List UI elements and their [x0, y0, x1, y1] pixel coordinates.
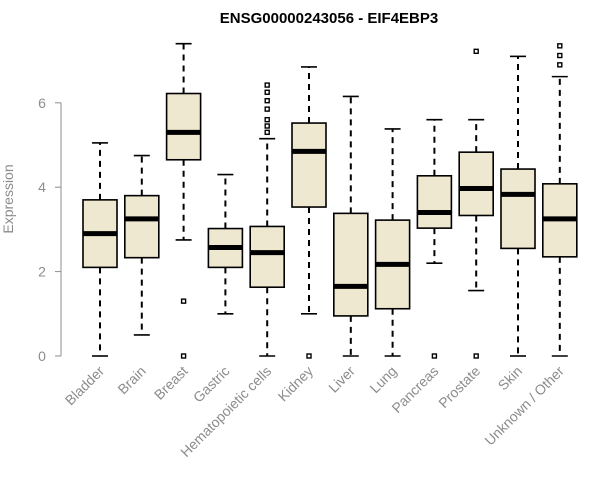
outlier-point: [180, 353, 187, 359]
outlier-point: [264, 106, 270, 112]
y-tick-label: 4: [38, 179, 46, 195]
x-tick-label: Kidney: [275, 363, 317, 405]
y-axis: 0 2 4 6: [38, 95, 62, 364]
outlier-point: [557, 52, 563, 59]
outlier-point: [264, 123, 270, 129]
box-lung: [374, 128, 411, 357]
iqr-box: [416, 175, 453, 229]
x-tick-label: Unknown / Other: [481, 363, 567, 449]
iqr-box: [458, 151, 495, 217]
outlier-point: [180, 298, 187, 304]
box-bladder: [82, 142, 118, 357]
x-tick-label: Bladder: [62, 363, 108, 409]
iqr-box: [332, 212, 369, 317]
box-liver: [332, 95, 369, 357]
box-hematopoietic-cells: [249, 82, 285, 357]
y-tick-label: 0: [38, 348, 46, 364]
box-kidney: [291, 66, 327, 359]
boxes-group: [82, 42, 578, 359]
x-tick-label: Brain: [114, 363, 148, 397]
outlier-point: [473, 353, 479, 359]
outlier-point: [264, 82, 270, 88]
x-tick-label: Prostate: [435, 363, 483, 411]
x-tick-label: Liver: [325, 363, 358, 396]
box-unknown-other: [541, 43, 578, 357]
box-pancreas: [416, 118, 453, 359]
chart-title: ENSG00000243056 - EIF4EBP3: [220, 10, 438, 27]
y-tick-label: 6: [38, 95, 46, 111]
outlier-point: [264, 116, 270, 123]
box-brain: [124, 154, 160, 336]
box-prostate: [458, 48, 495, 359]
y-tick-label: 2: [38, 264, 46, 280]
outlier-point: [431, 353, 438, 359]
x-tick-label: Lung: [366, 363, 399, 396]
iqr-box: [249, 225, 285, 289]
outlier-point: [473, 48, 479, 55]
iqr-box: [165, 92, 202, 161]
x-tick-label: Breast: [151, 363, 191, 403]
x-tick-label: Skin: [495, 363, 526, 394]
iqr-box: [500, 168, 536, 250]
box-breast: [165, 42, 202, 359]
box-skin: [500, 55, 536, 357]
box-gastric: [207, 173, 244, 315]
iqr-box: [291, 122, 327, 208]
outlier-point: [306, 353, 312, 359]
y-axis-label: Expression: [0, 164, 16, 233]
iqr-box: [124, 194, 160, 259]
outlier-point: [264, 97, 270, 104]
outlier-point: [557, 62, 563, 68]
outlier-point: [557, 43, 563, 49]
outlier-point: [264, 129, 270, 136]
outlier-point: [264, 89, 270, 95]
